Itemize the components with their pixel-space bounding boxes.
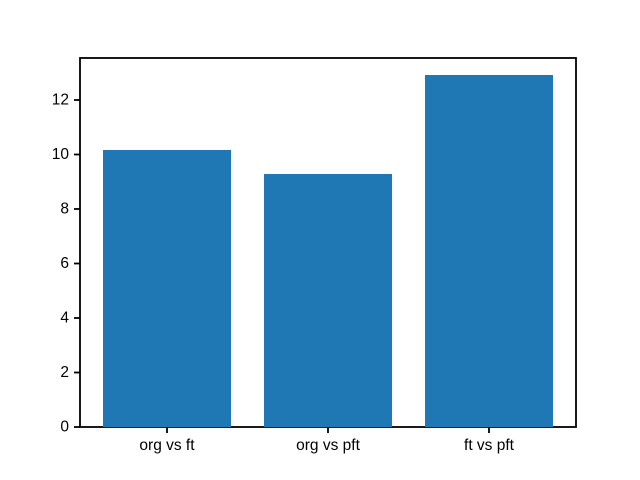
svg-text:4: 4 [60, 310, 69, 327]
svg-text:6: 6 [60, 255, 69, 272]
svg-text:10: 10 [52, 146, 70, 163]
svg-text:8: 8 [60, 201, 69, 218]
svg-text:ft vs pft: ft vs pft [464, 437, 515, 454]
svg-text:org vs ft: org vs ft [139, 437, 195, 454]
svg-text:2: 2 [60, 364, 69, 381]
svg-text:0: 0 [60, 419, 69, 436]
svg-text:12: 12 [52, 92, 69, 109]
svg-text:org vs pft: org vs pft [296, 437, 360, 454]
